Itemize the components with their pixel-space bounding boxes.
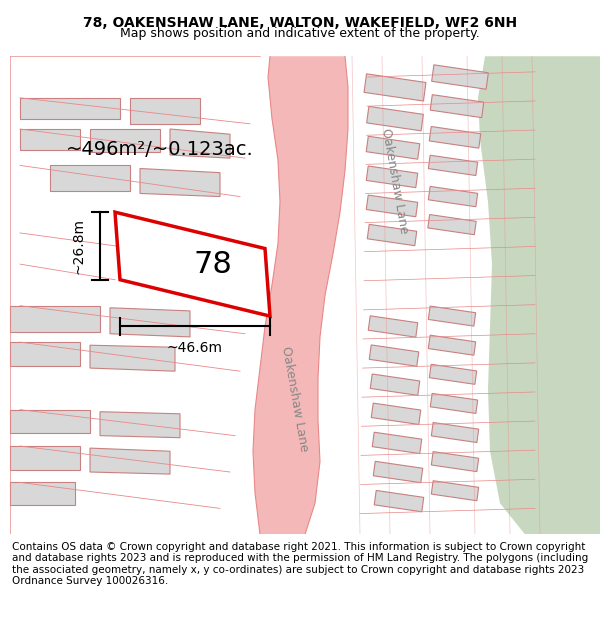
Polygon shape xyxy=(20,98,120,119)
Polygon shape xyxy=(50,166,130,191)
Polygon shape xyxy=(115,212,270,316)
Polygon shape xyxy=(430,364,476,384)
Polygon shape xyxy=(431,481,479,501)
Polygon shape xyxy=(10,306,100,332)
Polygon shape xyxy=(371,403,421,424)
Polygon shape xyxy=(366,166,418,188)
Polygon shape xyxy=(10,482,75,505)
Text: Map shows position and indicative extent of the property.: Map shows position and indicative extent… xyxy=(120,28,480,41)
Text: ~46.6m: ~46.6m xyxy=(167,341,223,355)
Polygon shape xyxy=(170,129,230,158)
Polygon shape xyxy=(253,56,348,534)
Polygon shape xyxy=(428,306,476,326)
Text: ~496m²/~0.123ac.: ~496m²/~0.123ac. xyxy=(66,140,254,159)
Polygon shape xyxy=(428,186,478,207)
Text: 78: 78 xyxy=(193,249,232,279)
Polygon shape xyxy=(367,106,424,131)
Polygon shape xyxy=(429,126,481,148)
Text: 78, OAKENSHAW LANE, WALTON, WAKEFIELD, WF2 6NH: 78, OAKENSHAW LANE, WALTON, WAKEFIELD, W… xyxy=(83,16,517,30)
Polygon shape xyxy=(10,446,80,470)
Polygon shape xyxy=(90,448,170,474)
Polygon shape xyxy=(430,393,478,413)
Polygon shape xyxy=(367,224,417,246)
Text: Oakenshaw Lane: Oakenshaw Lane xyxy=(379,127,410,234)
Polygon shape xyxy=(428,335,476,355)
Polygon shape xyxy=(431,422,479,442)
Polygon shape xyxy=(90,345,175,371)
Polygon shape xyxy=(431,65,488,89)
Polygon shape xyxy=(374,491,424,512)
Polygon shape xyxy=(366,136,420,159)
Polygon shape xyxy=(428,214,476,235)
Text: Oakenshaw Lane: Oakenshaw Lane xyxy=(280,346,311,453)
Polygon shape xyxy=(373,461,423,482)
Polygon shape xyxy=(110,308,190,337)
Polygon shape xyxy=(372,432,422,454)
Polygon shape xyxy=(20,129,80,150)
Polygon shape xyxy=(478,56,600,534)
Polygon shape xyxy=(140,169,220,197)
Polygon shape xyxy=(431,452,479,472)
Polygon shape xyxy=(428,155,478,176)
Polygon shape xyxy=(370,374,420,396)
Polygon shape xyxy=(100,412,180,437)
Polygon shape xyxy=(368,316,418,337)
Polygon shape xyxy=(90,129,160,152)
Polygon shape xyxy=(10,342,80,366)
Polygon shape xyxy=(369,345,419,366)
Text: Contains OS data © Crown copyright and database right 2021. This information is : Contains OS data © Crown copyright and d… xyxy=(12,542,588,586)
Text: ~26.8m: ~26.8m xyxy=(72,218,86,274)
Polygon shape xyxy=(10,409,90,432)
Polygon shape xyxy=(366,195,418,217)
Polygon shape xyxy=(364,74,426,101)
Polygon shape xyxy=(430,94,484,118)
Polygon shape xyxy=(130,98,200,124)
